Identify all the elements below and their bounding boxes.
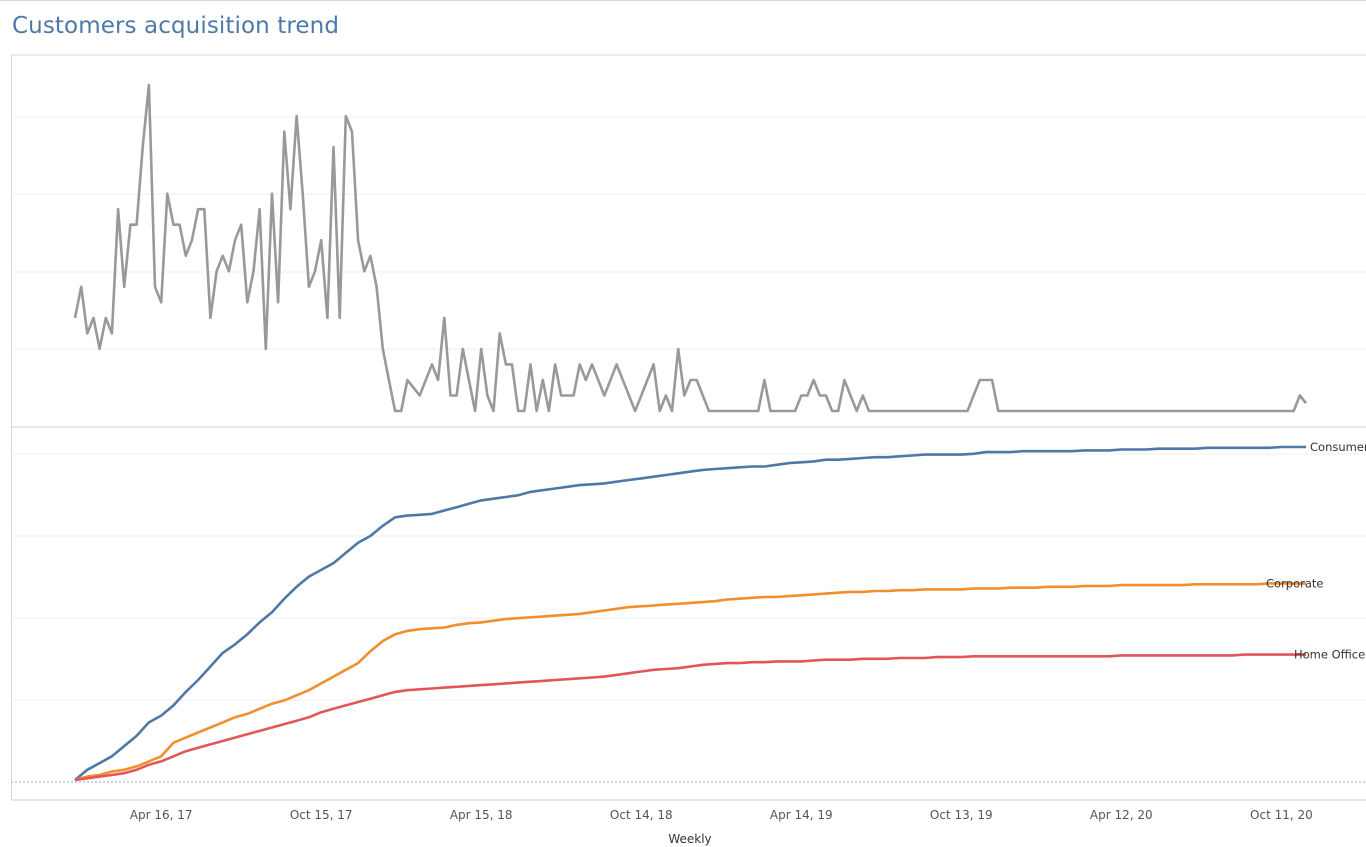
bottom-panel-cumulative: Consumer Corporate Home Office Apr 16, 17 Oc… (11, 440, 1366, 822)
weekly-new-customers-line (73, 83, 1308, 413)
series-label-corporate: Corporate (1266, 576, 1324, 590)
x-tick-label: Oct 15, 17 (290, 808, 353, 822)
top-panel-weekly (11, 54, 1366, 800)
series-line-consumer (74, 445, 1306, 782)
x-tick-label: Oct 13, 19 (930, 808, 993, 822)
x-tick-label: Apr 12, 20 (1090, 808, 1153, 822)
page-title: Customers acquisition trend (12, 13, 340, 39)
x-tick-label: Apr 14, 19 (770, 808, 833, 822)
x-tick-label: Apr 16, 17 (130, 808, 193, 822)
series-line-home-office (74, 653, 1306, 782)
series-label-home-office: Home Office (1294, 648, 1365, 662)
x-tick-label: Oct 14, 18 (610, 808, 673, 822)
series-line-corporate (74, 582, 1306, 782)
series-label-consumer: Consumer (1310, 440, 1366, 454)
x-axis-label: Weekly (668, 832, 711, 846)
x-tick-label: Apr 15, 18 (450, 808, 513, 822)
x-tick-label: Oct 11, 20 (1250, 808, 1313, 822)
